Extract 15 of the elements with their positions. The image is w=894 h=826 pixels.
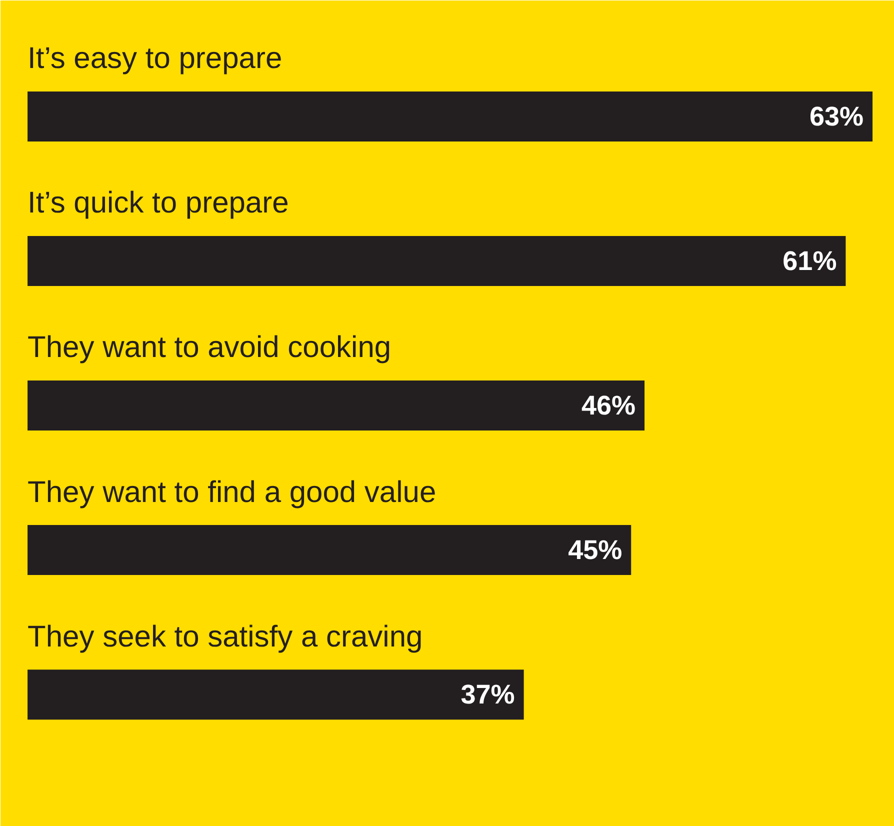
data-label: 37%	[460, 680, 515, 710]
y-tick-label: It’s quick to prepare	[28, 186, 289, 220]
bar	[28, 236, 846, 286]
data-label: 46%	[581, 390, 636, 421]
bar	[28, 525, 632, 576]
data-label: 63%	[809, 102, 864, 132]
y-tick-label: They want to find a good value	[28, 476, 436, 509]
data-label: 61%	[782, 246, 837, 276]
y-tick-label: They seek to satisfy a craving	[28, 620, 423, 654]
bar	[28, 670, 524, 720]
bar	[28, 380, 645, 431]
bar	[28, 92, 873, 142]
y-tick-label: They want to avoid cooking	[28, 331, 392, 364]
data-label: 45%	[568, 535, 622, 566]
y-tick-label: It’s easy to prepare	[28, 42, 282, 76]
